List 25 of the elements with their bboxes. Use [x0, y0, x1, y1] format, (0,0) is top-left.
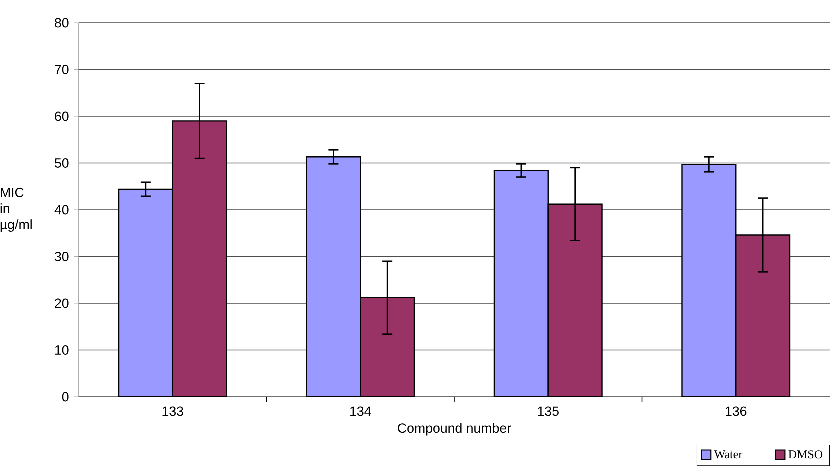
y-tick-label: 80 [55, 18, 69, 28]
bar [682, 164, 737, 397]
bar [736, 234, 791, 397]
y-tick-label: 40 [54, 205, 69, 215]
x-tick-label: 136 [726, 406, 747, 416]
x-tick-label: 134 [350, 406, 372, 416]
x-axis-title: Compound number [398, 423, 512, 436]
bar [172, 120, 228, 397]
x-tick-label: 135 [538, 406, 559, 416]
bar [360, 297, 416, 397]
bar [306, 156, 362, 397]
y-tick-label: 10 [55, 346, 69, 355]
y-tick-label: 30 [54, 252, 69, 262]
legend-label: DMSO [788, 450, 823, 459]
x-tick-label: 133 [162, 406, 184, 416]
y-tick-label: 60 [55, 112, 69, 122]
y-tick-label: 20 [55, 298, 69, 308]
legend-label: Water [714, 450, 743, 459]
bar [494, 170, 549, 397]
bar [548, 204, 603, 397]
y-tick-label: 70 [55, 65, 69, 74]
bar [118, 188, 174, 397]
y-tick-label: 0 [62, 392, 69, 402]
y-axis-title: MIC in µg/ml [0, 188, 32, 232]
y-tick-label: 50 [55, 158, 69, 168]
